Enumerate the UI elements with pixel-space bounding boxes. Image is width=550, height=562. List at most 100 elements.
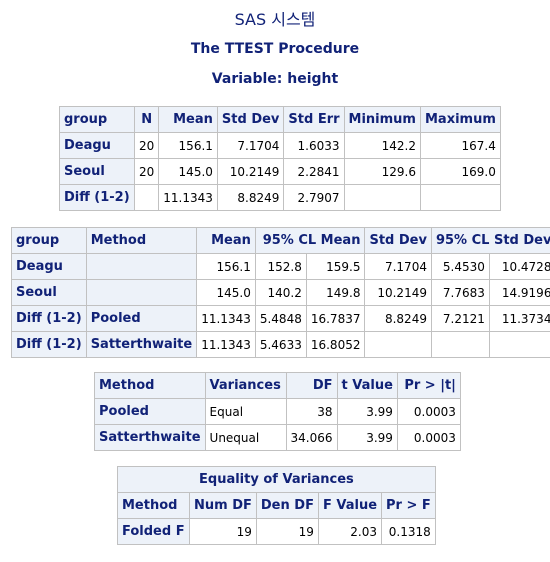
column-header: Pr > |t| [396,372,461,399]
column-header: Method [94,372,206,399]
table-cell: 8.8249 [216,184,285,211]
row-header [85,253,198,280]
table-row: Deagu 156.1 152.8 159.5 7.1704 5.4530 10… [11,253,550,280]
column-header: Method [85,227,198,254]
table-cell: 2.03 [317,518,383,545]
column-header: Minimum [343,106,421,133]
column-header: group [59,106,135,133]
table-cell: 11.1343 [196,331,256,358]
confidence-limits-table: group Method Mean 95% CL Mean Std Dev 95… [11,227,550,358]
table-cell [488,331,550,358]
table-cell: 10.4728 [488,253,550,280]
table-row: Folded F 19 19 2.03 0.1318 [117,518,436,545]
table-cell: 149.8 [305,279,366,306]
table-cell: 0.0003 [396,398,461,425]
row-header: Pooled [85,305,198,332]
row-header: Deagu [59,132,135,159]
table-row: Deagu 20 156.1 7.1704 1.6033 142.2 167.4 [59,132,501,159]
row-header: Diff (1-2) [11,331,87,358]
row-header: Seoul [11,279,87,306]
row-header: Diff (1-2) [59,184,135,211]
column-header: N [133,106,160,133]
table-cell: Equal [204,398,287,425]
table-cell: 7.2121 [430,305,490,332]
table-cell: 20 [133,132,160,159]
table-row: Satterthwaite Unequal 34.066 3.99 0.0003 [94,424,461,451]
table-cell: 167.4 [419,132,501,159]
column-header: Std Dev [364,227,432,254]
column-header: Den DF [255,492,319,519]
table-cell [364,331,432,358]
table-cell: 38 [285,398,338,425]
table-cell: 8.8249 [364,305,432,332]
column-header: Num DF [189,492,257,519]
row-header: Satterthwaite [94,424,206,451]
column-header: 95% CL Mean [254,227,366,254]
table-cell: 156.1 [158,132,218,159]
table-cell: 19 [189,518,257,545]
table-cell: 20 [133,158,160,185]
table-cell: 129.6 [343,158,421,185]
table-cell: 0.0003 [396,424,461,451]
table-row: Seoul 20 145.0 10.2149 2.2841 129.6 169.… [59,158,501,185]
table-cell: 16.7837 [305,305,366,332]
table-cell: 142.2 [343,132,421,159]
table-cell [419,184,501,211]
table-cell: 5.4530 [430,253,490,280]
table-row: Diff (1-2) Pooled 11.1343 5.4848 16.7837… [11,305,550,332]
header-row: group N Mean Std Dev Std Err Minimum Max… [59,106,501,133]
table-cell: 5.4848 [254,305,307,332]
equality-of-variances-table: Equality of Variances Method Num DF Den … [117,466,436,545]
table-cell: 156.1 [196,253,256,280]
table-cell: 5.4633 [254,331,307,358]
table-cell: 140.2 [254,279,307,306]
header-row: Method Num DF Den DF F Value Pr > F [117,492,436,519]
column-header: Maximum [419,106,501,133]
column-header: DF [285,372,338,399]
t-tests-table: Method Variances DF t Value Pr > |t| Poo… [94,372,461,451]
table-cell [133,184,160,211]
row-header: Pooled [94,398,206,425]
table-row: Diff (1-2) Satterthwaite 11.1343 5.4633 … [11,331,550,358]
table-cell: 16.8052 [305,331,366,358]
row-header: Deagu [11,253,87,280]
column-header: Std Dev [216,106,285,133]
table-cell: 169.0 [419,158,501,185]
table-row: Seoul 145.0 140.2 149.8 10.2149 7.7683 1… [11,279,550,306]
table-row: Diff (1-2) 11.1343 8.8249 2.7907 [59,184,501,211]
table-cell: 10.2149 [364,279,432,306]
row-header: Seoul [59,158,135,185]
table-cell: 3.99 [336,398,398,425]
table-cell: 152.8 [254,253,307,280]
row-header: Diff (1-2) [11,305,87,332]
table-cell: 2.7907 [283,184,345,211]
table-cell: 1.6033 [283,132,345,159]
table-cell: 11.1343 [196,305,256,332]
table-cell [343,184,421,211]
column-header: t Value [336,372,398,399]
table-cell: 2.2841 [283,158,345,185]
table-cell: 3.99 [336,424,398,451]
table-caption: Equality of Variances [117,466,436,493]
table-row: Pooled Equal 38 3.99 0.0003 [94,398,461,425]
table-cell: 10.2149 [216,158,285,185]
column-header: Variances [204,372,287,399]
column-header: Mean [158,106,218,133]
procedure-title: The TTEST Procedure [190,41,360,57]
table-cell: 7.1704 [216,132,285,159]
header-row: Method Variances DF t Value Pr > |t| [94,372,461,399]
row-header: Folded F [117,518,190,545]
table-cell: 34.066 [285,424,338,451]
column-header: Method [117,492,190,519]
table-cell: 11.1343 [158,184,218,211]
row-header [85,279,198,306]
table-cell: 11.3734 [488,305,550,332]
column-header: Pr > F [381,492,436,519]
table-cell: 145.0 [196,279,256,306]
column-header: group [11,227,87,254]
table-cell: 7.7683 [430,279,490,306]
table-cell: 159.5 [305,253,366,280]
caption-row: Equality of Variances [117,466,436,493]
row-header: Satterthwaite [85,331,198,358]
table-cell: 7.1704 [364,253,432,280]
